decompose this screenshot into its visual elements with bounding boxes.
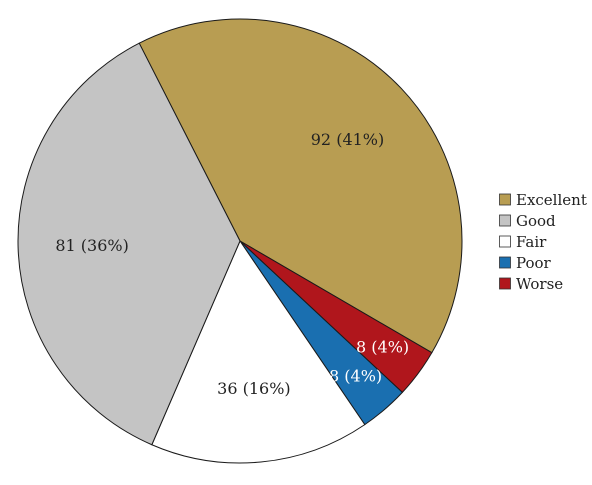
slice-label-poor: 8 (4%) (329, 366, 382, 385)
slice-label-excellent: 92 (41%) (311, 130, 385, 149)
slice-label-good: 81 (36%) (55, 236, 129, 255)
legend-swatch-fair (499, 235, 511, 248)
legend-label-worse: Worse (516, 275, 563, 293)
legend: Excellent Good Fair Poor Worse (499, 191, 587, 293)
pie-slice-labels: 92 (41%) 8 (4%) 8 (4%) 36 (16%) 81 (36%) (55, 130, 409, 398)
slice-label-worse: 8 (4%) (356, 337, 409, 356)
legend-label-good: Good (516, 212, 556, 230)
legend-label-excellent: Excellent (516, 191, 587, 209)
pie-slice-excellent (138, 18, 463, 354)
legend-swatch-good (499, 214, 511, 227)
legend-swatch-worse (499, 277, 511, 290)
legend-label-poor: Poor (516, 254, 552, 272)
legend-swatch-excellent (499, 193, 511, 206)
slice-label-fair: 36 (16%) (217, 379, 291, 398)
legend-swatch-poor (499, 256, 511, 269)
pie-slice-fair (151, 240, 366, 464)
pie-slices (17, 18, 463, 464)
legend-label-fair: Fair (516, 233, 547, 251)
pie-slice-good (17, 42, 241, 446)
